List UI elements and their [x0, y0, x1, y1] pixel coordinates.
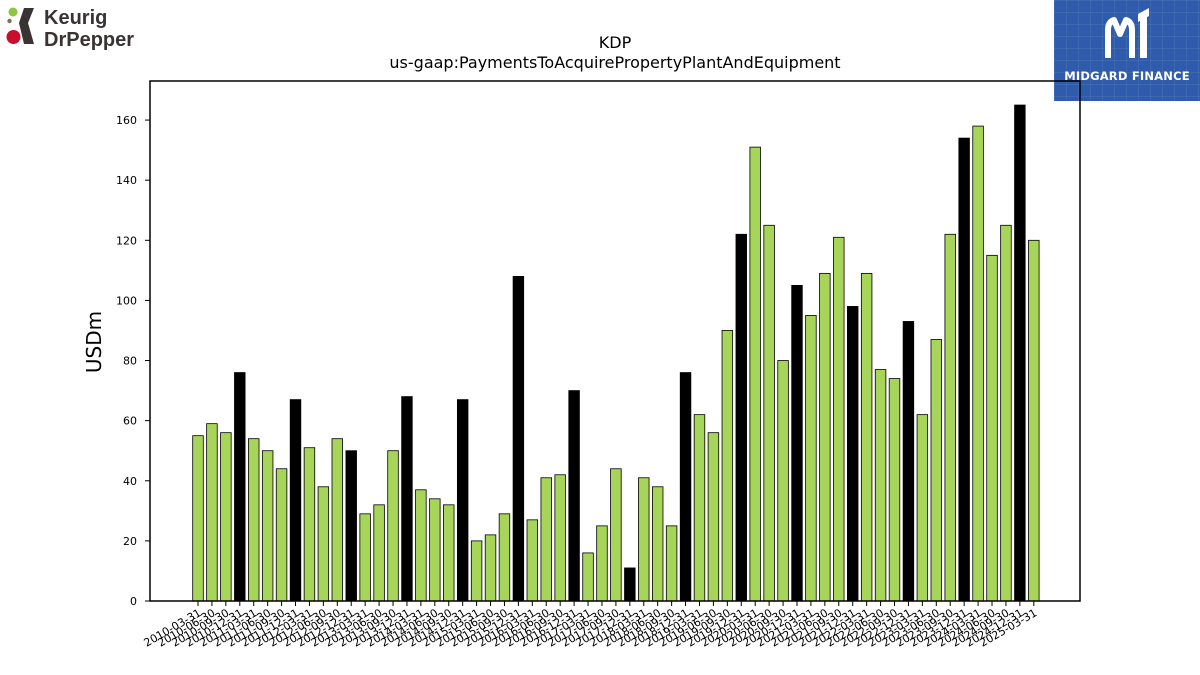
- chart-subtitle: us-gaap:PaymentsToAcquirePropertyPlantAn…: [389, 53, 840, 72]
- bar-2019-09-30: [721, 330, 734, 602]
- bar-2018-03-31: [638, 477, 650, 602]
- bar-2025-03-31: [1028, 239, 1040, 602]
- bar-2018-12-31: [679, 372, 692, 602]
- bar-2011-03-31: [248, 438, 260, 602]
- bar-2022-09-30: [888, 378, 901, 602]
- logo-k-mark: [19, 8, 34, 44]
- bar-2024-09-30: [1000, 224, 1012, 602]
- bar-series: [192, 104, 1040, 602]
- bar-2014-03-31: [415, 489, 427, 602]
- bar-2019-03-31: [693, 414, 706, 602]
- bar-2024-03-31: [972, 125, 984, 602]
- bar-2014-12-31: [456, 399, 469, 602]
- logo-wordmark-keurig: Keurig: [44, 7, 107, 29]
- bar-2017-06-30: [596, 525, 608, 602]
- bar-2017-03-31: [582, 552, 594, 602]
- bar-2014-06-30: [429, 498, 441, 602]
- bar-2016-12-31: [568, 390, 580, 602]
- bar-2022-06-30: [874, 369, 887, 602]
- plot-frame: [149, 80, 1081, 602]
- y-tick-label: 80: [123, 355, 137, 368]
- bar-2018-06-30: [651, 486, 664, 602]
- bar-2011-12-31: [289, 399, 302, 602]
- logo-wordmark-drpepper: DrPepper: [44, 29, 134, 51]
- y-tick-label: 20: [123, 535, 137, 548]
- logo-cherry-red: [6, 30, 21, 44]
- bar-2012-09-30: [331, 438, 344, 602]
- bar-2022-12-31: [902, 321, 915, 602]
- bar-2021-03-31: [805, 315, 817, 602]
- bar-2017-09-30: [610, 468, 622, 602]
- y-axis-ticks: 0 20 40 60 80 100 120 140 160: [116, 114, 150, 608]
- bar-2023-03-31: [916, 414, 929, 602]
- logo-dot-brown: [7, 18, 12, 24]
- bar-2024-06-30: [986, 254, 998, 602]
- bar-2015-09-30: [498, 513, 511, 602]
- bar-2020-03-31: [749, 146, 761, 602]
- bar-2011-06-30: [261, 450, 274, 602]
- bar-2016-03-31: [526, 519, 539, 602]
- bar-2013-12-31: [401, 396, 413, 602]
- midgard-monogram-icon: [1105, 8, 1149, 58]
- logo-leaf-green: [8, 7, 18, 17]
- bar-2022-03-31: [860, 272, 873, 602]
- bar-2010-12-31: [234, 372, 246, 602]
- bar-2012-06-30: [317, 486, 330, 602]
- y-tick-label: 140: [116, 174, 137, 187]
- bar-2018-09-30: [665, 525, 678, 602]
- y-tick-label: 160: [116, 114, 137, 127]
- bar-2023-09-30: [944, 233, 956, 602]
- bar-2014-09-30: [443, 504, 455, 602]
- bar-2010-03-31: [192, 435, 204, 602]
- bar-2012-12-31: [345, 450, 357, 602]
- y-axis-label: USDm: [82, 311, 106, 373]
- bar-2015-03-31: [470, 540, 483, 602]
- bar-2016-06-30: [540, 477, 552, 602]
- midgard-finance-logo: MIDGARD FINANCE: [1054, 0, 1200, 101]
- midgard-wordmark: MIDGARD FINANCE: [1064, 69, 1190, 83]
- bar-2015-12-31: [512, 275, 525, 602]
- bar-2017-12-31: [624, 567, 636, 602]
- bar-2021-09-30: [833, 236, 845, 602]
- bar-2023-06-30: [930, 339, 942, 602]
- x-axis-ticks: 2010-03-312010-06-302010-09-302010-12-31…: [142, 601, 1039, 650]
- chart-title: KDP: [599, 33, 632, 52]
- bar-2019-06-30: [707, 432, 720, 602]
- keurig-drpepper-logo: Keurig DrPepper: [6, 7, 134, 51]
- bar-2024-12-31: [1014, 104, 1026, 602]
- y-tick-label: 100: [116, 294, 137, 307]
- bar-2015-06-30: [484, 534, 497, 602]
- bar-2013-06-30: [373, 504, 385, 602]
- y-tick-label: 60: [123, 415, 137, 428]
- bar-2010-06-30: [206, 423, 218, 602]
- bar-2013-03-31: [359, 513, 371, 602]
- bar-2020-12-31: [791, 284, 803, 602]
- bar-2021-06-30: [819, 272, 831, 602]
- bar-2020-09-30: [777, 360, 789, 602]
- bar-2023-12-31: [958, 137, 970, 602]
- y-tick-label: 120: [116, 234, 137, 247]
- bar-2019-12-31: [735, 233, 747, 602]
- bar-2021-12-31: [847, 306, 859, 602]
- bar-2020-06-30: [763, 224, 775, 602]
- bar-2013-09-30: [387, 450, 399, 602]
- y-tick-label: 40: [123, 475, 137, 488]
- bar-2016-09-30: [554, 474, 566, 602]
- y-tick-label: 0: [130, 595, 137, 608]
- bar-2012-03-31: [303, 447, 316, 602]
- bar-2011-09-30: [275, 468, 288, 602]
- bar-2010-09-30: [220, 432, 232, 602]
